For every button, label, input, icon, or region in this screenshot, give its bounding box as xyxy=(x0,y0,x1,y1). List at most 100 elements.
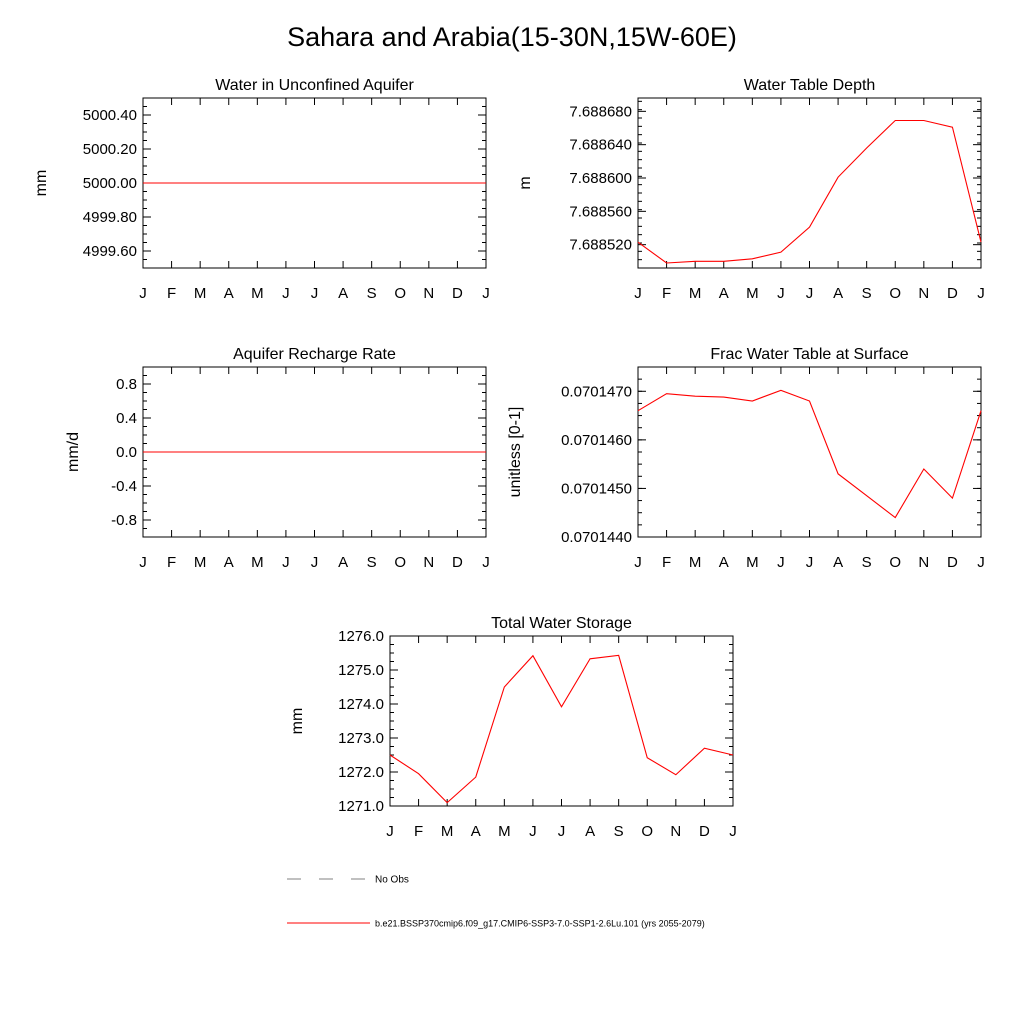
x-tick-label: A xyxy=(471,823,481,840)
data-line xyxy=(389,654,734,804)
x-tick-label: F xyxy=(662,554,671,571)
x-tick-label: S xyxy=(367,554,377,571)
x-tick-label: J xyxy=(529,823,537,840)
y-tick-label: -0.4 xyxy=(111,478,137,495)
x-tick-label: N xyxy=(670,823,681,840)
x-tick-label: N xyxy=(423,554,434,571)
x-tick-label: A xyxy=(338,285,348,302)
y-tick-label: 0.4 xyxy=(116,410,137,427)
x-tick-label: A xyxy=(833,285,843,302)
x-tick-label: A xyxy=(338,554,348,571)
x-tick-label: J xyxy=(386,823,394,840)
x-tick-label: J xyxy=(634,285,642,302)
x-tick-label: J xyxy=(729,823,737,840)
x-tick-label: O xyxy=(889,554,901,571)
y-tick-label: 7.688600 xyxy=(569,170,632,187)
data-line xyxy=(637,119,982,264)
y-tick-label: 7.688640 xyxy=(569,137,632,154)
chart-title: Frac Water Table at Surface xyxy=(710,346,908,363)
x-tick-label: F xyxy=(167,285,176,302)
x-tick-label: J xyxy=(139,285,147,302)
x-tick-label: J xyxy=(482,285,490,302)
x-tick-label: A xyxy=(833,554,843,571)
x-tick-label: J xyxy=(311,554,319,571)
page-title: Sahara and Arabia(15-30N,15W-60E) xyxy=(287,22,737,52)
y-tick-label: 5000.00 xyxy=(83,175,137,192)
chart-title: Water Table Depth xyxy=(744,77,876,94)
chart-title: Total Water Storage xyxy=(491,615,632,632)
x-tick-label: O xyxy=(394,285,406,302)
y-tick-label: 1275.0 xyxy=(338,662,384,679)
x-tick-label: O xyxy=(889,285,901,302)
x-tick-label: D xyxy=(947,554,958,571)
x-tick-label: M xyxy=(746,285,759,302)
legend-model-label: b.e21.BSSP370cmip6.f09_g17.CMIP6-SSP3-7.… xyxy=(375,919,705,929)
y-axis-label: mm xyxy=(33,170,50,197)
x-tick-label: N xyxy=(423,285,434,302)
y-tick-label: 1274.0 xyxy=(338,696,384,713)
x-tick-label: D xyxy=(947,285,958,302)
x-tick-label: M xyxy=(746,554,759,571)
x-tick-label: M xyxy=(194,554,207,571)
y-tick-label: 1271.0 xyxy=(338,798,384,815)
x-tick-label: S xyxy=(614,823,624,840)
x-tick-label: F xyxy=(167,554,176,571)
x-tick-label: O xyxy=(641,823,653,840)
y-tick-label: 1273.0 xyxy=(338,730,384,747)
x-tick-label: S xyxy=(862,285,872,302)
x-tick-label: M xyxy=(194,285,207,302)
x-tick-label: J xyxy=(777,554,785,571)
x-tick-label: M xyxy=(689,554,702,571)
x-tick-label: A xyxy=(719,285,729,302)
x-tick-label: J xyxy=(482,554,490,571)
x-tick-label: F xyxy=(662,285,671,302)
x-tick-label: M xyxy=(251,554,264,571)
y-tick-label: 7.688560 xyxy=(569,203,632,220)
x-tick-label: A xyxy=(585,823,595,840)
x-tick-label: A xyxy=(224,554,234,571)
y-tick-label: -0.8 xyxy=(111,512,137,529)
y-tick-label: 0.0701440 xyxy=(561,529,632,546)
chart-title: Aquifer Recharge Rate xyxy=(233,346,396,363)
y-tick-label: 0.8 xyxy=(116,376,137,393)
legend-obs-label: No Obs xyxy=(375,875,409,886)
y-tick-label: 1272.0 xyxy=(338,764,384,781)
y-axis-label: mm xyxy=(289,708,306,735)
x-tick-label: N xyxy=(918,554,929,571)
data-line xyxy=(637,389,982,519)
y-tick-label: 7.688680 xyxy=(569,103,632,120)
x-tick-label: O xyxy=(394,554,406,571)
x-tick-label: D xyxy=(699,823,710,840)
y-tick-label: 1276.0 xyxy=(338,628,384,645)
x-tick-label: F xyxy=(414,823,423,840)
x-tick-label: J xyxy=(777,285,785,302)
y-tick-label: 0.0 xyxy=(116,444,137,461)
x-tick-label: J xyxy=(977,554,985,571)
x-tick-label: N xyxy=(918,285,929,302)
y-axis-label: m xyxy=(517,176,534,189)
x-tick-label: J xyxy=(282,554,290,571)
x-tick-label: S xyxy=(862,554,872,571)
x-tick-label: D xyxy=(452,554,463,571)
x-tick-label: M xyxy=(689,285,702,302)
x-tick-label: J xyxy=(558,823,566,840)
x-tick-label: J xyxy=(634,554,642,571)
x-tick-label: S xyxy=(367,285,377,302)
x-tick-label: D xyxy=(452,285,463,302)
x-tick-label: M xyxy=(498,823,511,840)
y-tick-label: 4999.60 xyxy=(83,243,137,260)
y-tick-label: 0.0701460 xyxy=(561,432,632,449)
x-tick-label: A xyxy=(719,554,729,571)
x-tick-label: J xyxy=(139,554,147,571)
x-tick-label: M xyxy=(251,285,264,302)
y-tick-label: 5000.20 xyxy=(83,141,137,158)
y-axis-label: mm/d xyxy=(65,432,82,472)
x-tick-label: J xyxy=(311,285,319,302)
y-tick-label: 7.688520 xyxy=(569,237,632,254)
